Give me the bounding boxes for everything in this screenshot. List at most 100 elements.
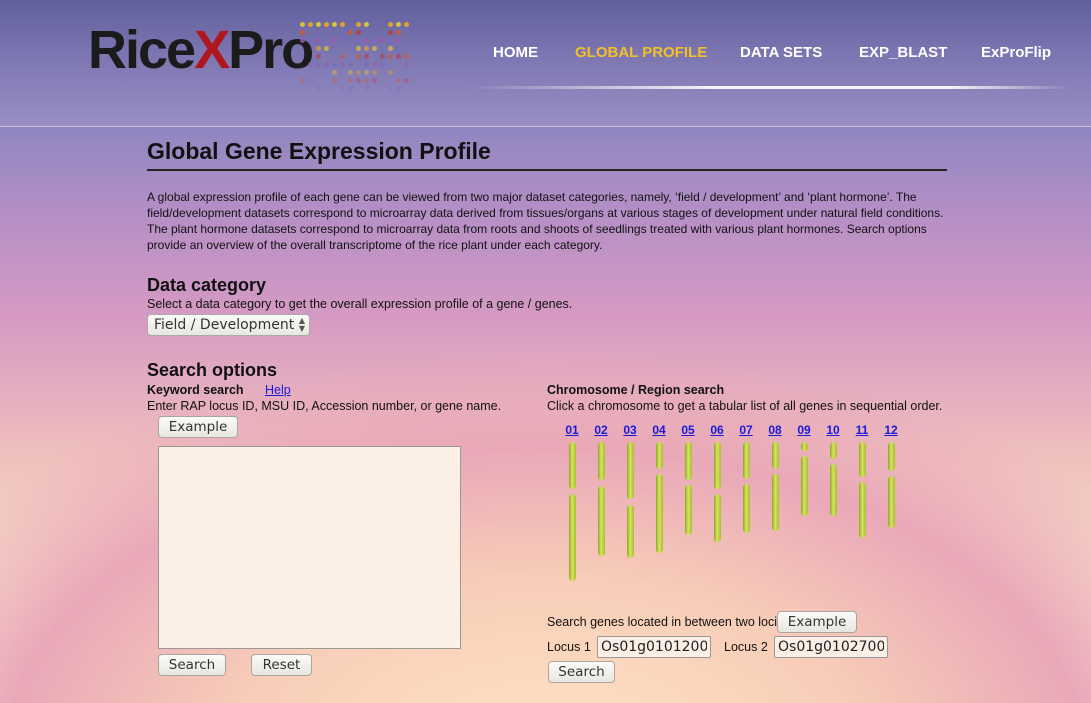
chromosome-search-label: Chromosome / Region search [547, 383, 724, 397]
logo-dot [332, 38, 337, 43]
logo-dot [396, 86, 401, 91]
logo-dot [388, 70, 393, 75]
chromosome-02-long-arm[interactable] [598, 486, 605, 556]
logo-dot [300, 38, 305, 43]
chromosome-link-11[interactable]: 11 [850, 423, 874, 437]
logo-dot [308, 38, 313, 43]
chromosome-link-07[interactable]: 07 [734, 423, 758, 437]
locus1-input[interactable] [597, 636, 711, 658]
chromosome-link-05[interactable]: 05 [676, 423, 700, 437]
loci-example-button[interactable]: Example [777, 611, 857, 633]
chromosome-link-01[interactable]: 01 [560, 423, 584, 437]
select-updown-icon: ▲ ▼ [299, 317, 305, 333]
logo-dot [316, 86, 321, 91]
logo-dot [356, 38, 361, 43]
chromosome-link-08[interactable]: 08 [763, 423, 787, 437]
locus2-input[interactable] [774, 636, 888, 658]
chromosome-06-short-arm[interactable] [714, 442, 721, 489]
logo-dot [340, 22, 345, 27]
logo-dot [396, 30, 401, 35]
logo-dot [404, 22, 409, 27]
keyword-search-button[interactable]: Search [158, 654, 226, 676]
chromosome-05-short-arm[interactable] [685, 442, 692, 480]
logo-dot [356, 70, 361, 75]
logo-dot [364, 38, 369, 43]
nav-exp-blast[interactable]: EXP_BLAST [859, 44, 947, 61]
nav-global-profile[interactable]: GLOBAL PROFILE [575, 44, 707, 61]
chromosome-08-short-arm[interactable] [772, 442, 779, 469]
keyword-example-button[interactable]: Example [158, 416, 238, 438]
search-options-heading: Search options [147, 360, 277, 381]
chromosome-09-long-arm[interactable] [801, 456, 808, 516]
keyword-reset-button[interactable]: Reset [251, 654, 312, 676]
logo-dot [364, 78, 369, 83]
nav-underline-glow [470, 86, 1070, 89]
chromosome-10-long-arm[interactable] [830, 464, 837, 516]
chromosome-link-02[interactable]: 02 [589, 423, 613, 437]
chromosome-04-short-arm[interactable] [656, 442, 663, 469]
logo-dot [364, 70, 369, 75]
logo-dot [348, 70, 353, 75]
chromosome-03-short-arm[interactable] [627, 442, 634, 499]
chromosome-11-long-arm[interactable] [859, 482, 866, 538]
logo-dot [364, 86, 369, 91]
chromosome-10-short-arm[interactable] [830, 442, 837, 459]
chromosome-link-10[interactable]: 10 [821, 423, 845, 437]
logo-dot [388, 86, 393, 91]
data-category-selected-value: Field / Development [154, 317, 294, 333]
data-category-description: Select a data category to get the overal… [147, 297, 572, 311]
nav-data-sets[interactable]: DATA SETS [740, 44, 822, 61]
keyword-textarea[interactable] [158, 446, 461, 649]
logo-dot [348, 30, 353, 35]
chromosome-05-long-arm[interactable] [685, 485, 692, 535]
logo-dot [332, 22, 337, 27]
logo-dot [404, 78, 409, 83]
logo-dot [340, 86, 345, 91]
keyword-instructions: Enter RAP locus ID, MSU ID, Accession nu… [147, 399, 501, 413]
chromosome-06-long-arm[interactable] [714, 494, 721, 542]
chromosome-link-09[interactable]: 09 [792, 423, 816, 437]
main-nav: HOME GLOBAL PROFILE DATA SETS EXP_BLAST … [0, 44, 1091, 64]
chromosome-08-long-arm[interactable] [772, 474, 779, 531]
logo-dot [340, 38, 345, 43]
nav-exproflip[interactable]: ExProFlip [981, 44, 1051, 61]
logo-dot [300, 78, 305, 83]
logo-dot [300, 30, 305, 35]
chromosome-07-short-arm[interactable] [743, 442, 750, 479]
logo-dot [372, 38, 377, 43]
logo-dot [372, 70, 377, 75]
chromosome-07-long-arm[interactable] [743, 484, 750, 533]
data-category-select[interactable]: Field / Development ▲ ▼ [147, 314, 310, 336]
loci-search-button[interactable]: Search [548, 661, 615, 683]
logo-dot [380, 38, 385, 43]
logo-dot [372, 78, 377, 83]
logo-dot [396, 38, 401, 43]
page-title: Global Gene Expression Profile [147, 138, 947, 171]
logo-dot [396, 78, 401, 83]
logo-dot [396, 22, 401, 27]
logo-dot [308, 22, 313, 27]
site-header: RiceXPro HOME GLOBAL PROFILE DATA SETS E… [0, 0, 1091, 127]
chromosome-01-long-arm[interactable] [569, 494, 576, 581]
chromosome-link-04[interactable]: 04 [647, 423, 671, 437]
logo-dot [388, 30, 393, 35]
chromosome-12-long-arm[interactable] [888, 476, 895, 528]
chromosome-link-06[interactable]: 06 [705, 423, 729, 437]
logo-dot [388, 38, 393, 43]
chromosome-link-12[interactable]: 12 [879, 423, 903, 437]
nav-home[interactable]: HOME [493, 44, 538, 61]
chromosome-12-short-arm[interactable] [888, 442, 895, 471]
locus2-label: Locus 2 [724, 640, 768, 654]
keyword-help-link[interactable]: Help [265, 383, 291, 397]
logo-dot [324, 22, 329, 27]
chromosome-11-short-arm[interactable] [859, 442, 866, 477]
chromosome-02-short-arm[interactable] [598, 442, 605, 480]
data-category-heading: Data category [147, 275, 266, 296]
chromosome-link-03[interactable]: 03 [618, 423, 642, 437]
chromosome-09-short-arm[interactable] [801, 442, 808, 451]
chromosome-04-long-arm[interactable] [656, 474, 663, 553]
chromosome-03-long-arm[interactable] [627, 505, 634, 558]
chromosome-01-short-arm[interactable] [569, 442, 576, 489]
logo-dot [316, 38, 321, 43]
intro-paragraph: A global expression profile of each gene… [147, 189, 947, 253]
